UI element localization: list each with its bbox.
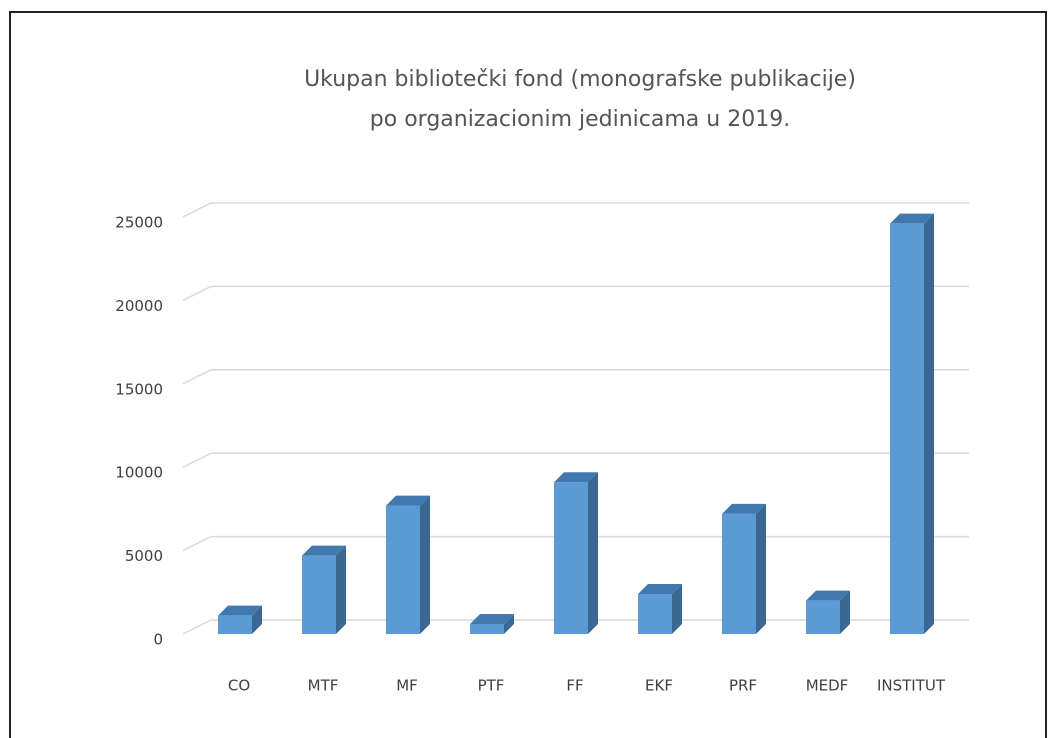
grid-line <box>182 452 969 468</box>
frame <box>9 11 1047 738</box>
y-tick-label: 10000 <box>115 464 163 482</box>
x-tick-label: MEDF <box>806 677 849 695</box>
bar-front <box>638 593 672 634</box>
bar-side <box>420 495 430 634</box>
bar-side <box>840 590 850 634</box>
bar-top <box>890 213 934 224</box>
x-tick-label: EKF <box>645 677 673 695</box>
bar-top <box>554 472 598 483</box>
x-tick-label: MF <box>396 677 418 695</box>
y-tick-label: 20000 <box>115 297 163 315</box>
bar-side <box>756 503 766 634</box>
chart-title: Ukupan bibliotečki fond (monografske pub… <box>304 67 856 92</box>
x-tick-label: CO <box>228 677 250 695</box>
bar <box>722 503 766 634</box>
bar-top <box>386 495 430 506</box>
bar-side <box>504 613 514 634</box>
bar-front <box>302 555 336 634</box>
bar-front <box>890 223 924 634</box>
grid-line <box>182 619 969 635</box>
x-tick-label: MTF <box>308 677 339 695</box>
bar-top <box>806 590 850 601</box>
x-tick-label: INSTITUT <box>877 677 946 695</box>
bar-top <box>638 583 682 594</box>
bar-side <box>672 583 682 634</box>
bar-side <box>924 213 934 634</box>
chart-title: po organizacionim jedinicama u 2019. <box>370 107 790 132</box>
bar-top <box>722 503 766 514</box>
bar-top <box>470 613 514 624</box>
bar <box>386 495 430 634</box>
bar-front <box>386 505 420 634</box>
grid-line <box>182 369 969 385</box>
x-tick-label: PTF <box>478 677 505 695</box>
bar-top <box>218 605 262 616</box>
bar-side <box>336 545 346 634</box>
bar-front <box>218 615 252 634</box>
y-tick-label: 5000 <box>125 547 163 565</box>
grid-line <box>182 535 969 552</box>
bar-front <box>470 623 504 634</box>
bar <box>218 605 262 634</box>
grid-line <box>182 285 969 302</box>
bar-front <box>554 482 588 634</box>
y-tick-label: 15000 <box>115 380 163 398</box>
y-tick-label: 0 <box>153 631 163 649</box>
bar <box>890 213 934 634</box>
grid-line <box>182 202 969 218</box>
y-tick-label: 25000 <box>115 214 163 232</box>
bar-front <box>722 513 756 634</box>
bar <box>554 472 598 634</box>
bar <box>638 583 682 634</box>
bar-side <box>588 472 598 634</box>
bar <box>470 613 514 634</box>
x-tick-label: FF <box>566 677 583 695</box>
bar-front <box>806 600 840 634</box>
bar <box>302 545 346 634</box>
bar <box>806 590 850 634</box>
bar-side <box>252 605 262 634</box>
x-tick-label: PRF <box>729 677 757 695</box>
bar-top <box>302 545 346 556</box>
